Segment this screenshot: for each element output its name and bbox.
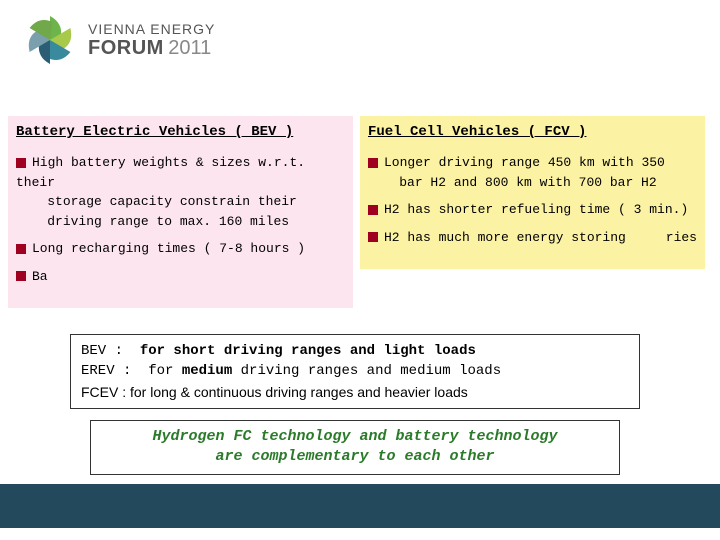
- fcv-bullet-1: Longer driving range 450 km with 350 bar…: [368, 153, 697, 192]
- summary-line-bev: BEV : for short driving ranges and light…: [81, 341, 629, 361]
- bev-bullet-1: High battery weights & sizes w.r.t. thei…: [16, 153, 345, 231]
- bullet-icon: [16, 271, 26, 281]
- fcv-title: Fuel Cell Vehicles ( FCV ): [368, 122, 697, 143]
- conclusion-line2: are complementary to each other: [99, 447, 611, 467]
- conclusion-line1: Hydrogen FC technology and battery techn…: [99, 427, 611, 447]
- logo-line2: FORUM: [88, 37, 164, 59]
- bullet-icon: [16, 244, 26, 254]
- pinwheel-icon: [20, 10, 80, 70]
- summary-erev-pre: EREV : for: [81, 363, 182, 379]
- summary-bev-label: BEV :: [81, 343, 140, 359]
- bev-title: Battery Electric Vehicles ( BEV ): [16, 122, 345, 143]
- fcv-panel: Fuel Cell Vehicles ( FCV ) Longer drivin…: [360, 116, 705, 269]
- fcv-bullet-1-text: Longer driving range 450 km with 350 bar…: [368, 155, 665, 190]
- bev-bullet-3: Ba: [16, 267, 345, 287]
- logo: VIENNA ENERGY FORUM 2011: [20, 10, 215, 70]
- fcv-bullet-3-tail: ries: [666, 228, 697, 248]
- summary-bev-bold: for short driving ranges and light loads: [140, 343, 476, 359]
- logo-year: 2011: [168, 37, 211, 59]
- bev-panel: Battery Electric Vehicles ( BEV ) High b…: [8, 116, 353, 308]
- fcv-bullet-2-text: H2 has shorter refueling time ( 3 min.): [384, 202, 688, 217]
- conclusion-box: Hydrogen FC technology and battery techn…: [90, 420, 620, 475]
- bev-bullet-3-text: Ba: [32, 269, 48, 284]
- fcv-bullet-3-text: H2 has much more energy storing: [384, 230, 626, 245]
- bev-bullet-1-text: High battery weights & sizes w.r.t. thei…: [16, 155, 313, 229]
- summary-line-erev: EREV : for medium driving ranges and med…: [81, 361, 629, 381]
- bev-bullet-2-text: Long recharging times ( 7-8 hours ): [32, 241, 305, 256]
- summary-line-fcev: FCEV : for long & continuous driving ran…: [81, 382, 629, 402]
- bullet-icon: [368, 158, 378, 168]
- bullet-icon: [16, 158, 26, 168]
- logo-text: VIENNA ENERGY FORUM 2011: [88, 21, 215, 60]
- bullet-icon: [368, 205, 378, 215]
- footer-bar: [0, 484, 720, 528]
- bev-bullet-2: Long recharging times ( 7-8 hours ): [16, 239, 345, 259]
- summary-erev-post: driving ranges and medium loads: [232, 363, 501, 379]
- fcv-bullet-3: H2 has much more energy storing ries: [368, 228, 697, 248]
- logo-line1: VIENNA ENERGY: [88, 21, 215, 37]
- summary-box: BEV : for short driving ranges and light…: [70, 334, 640, 409]
- fcv-bullet-2: H2 has shorter refueling time ( 3 min.): [368, 200, 697, 220]
- bullet-icon: [368, 232, 378, 242]
- summary-erev-bold: medium: [182, 363, 232, 379]
